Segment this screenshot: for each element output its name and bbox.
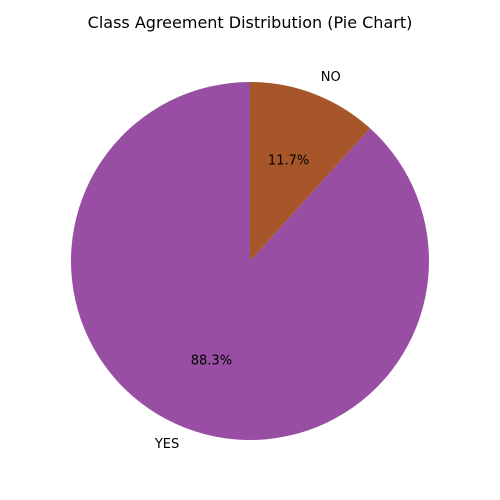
pie-label-no: NO <box>321 70 341 85</box>
pie-slice-no <box>250 82 371 261</box>
pie-slice-yes <box>70 82 429 440</box>
pie-pct-yes: 88.3% <box>191 354 232 369</box>
pie-labels: YES 88.3% NO 11.7% <box>154 70 341 452</box>
pie-pct-no: 11.7% <box>268 153 309 168</box>
chart-title: Class Agreement Distribution (Pie Chart) <box>87 13 413 32</box>
pie-label-yes: YES <box>154 437 179 452</box>
pie-slices <box>70 82 429 440</box>
